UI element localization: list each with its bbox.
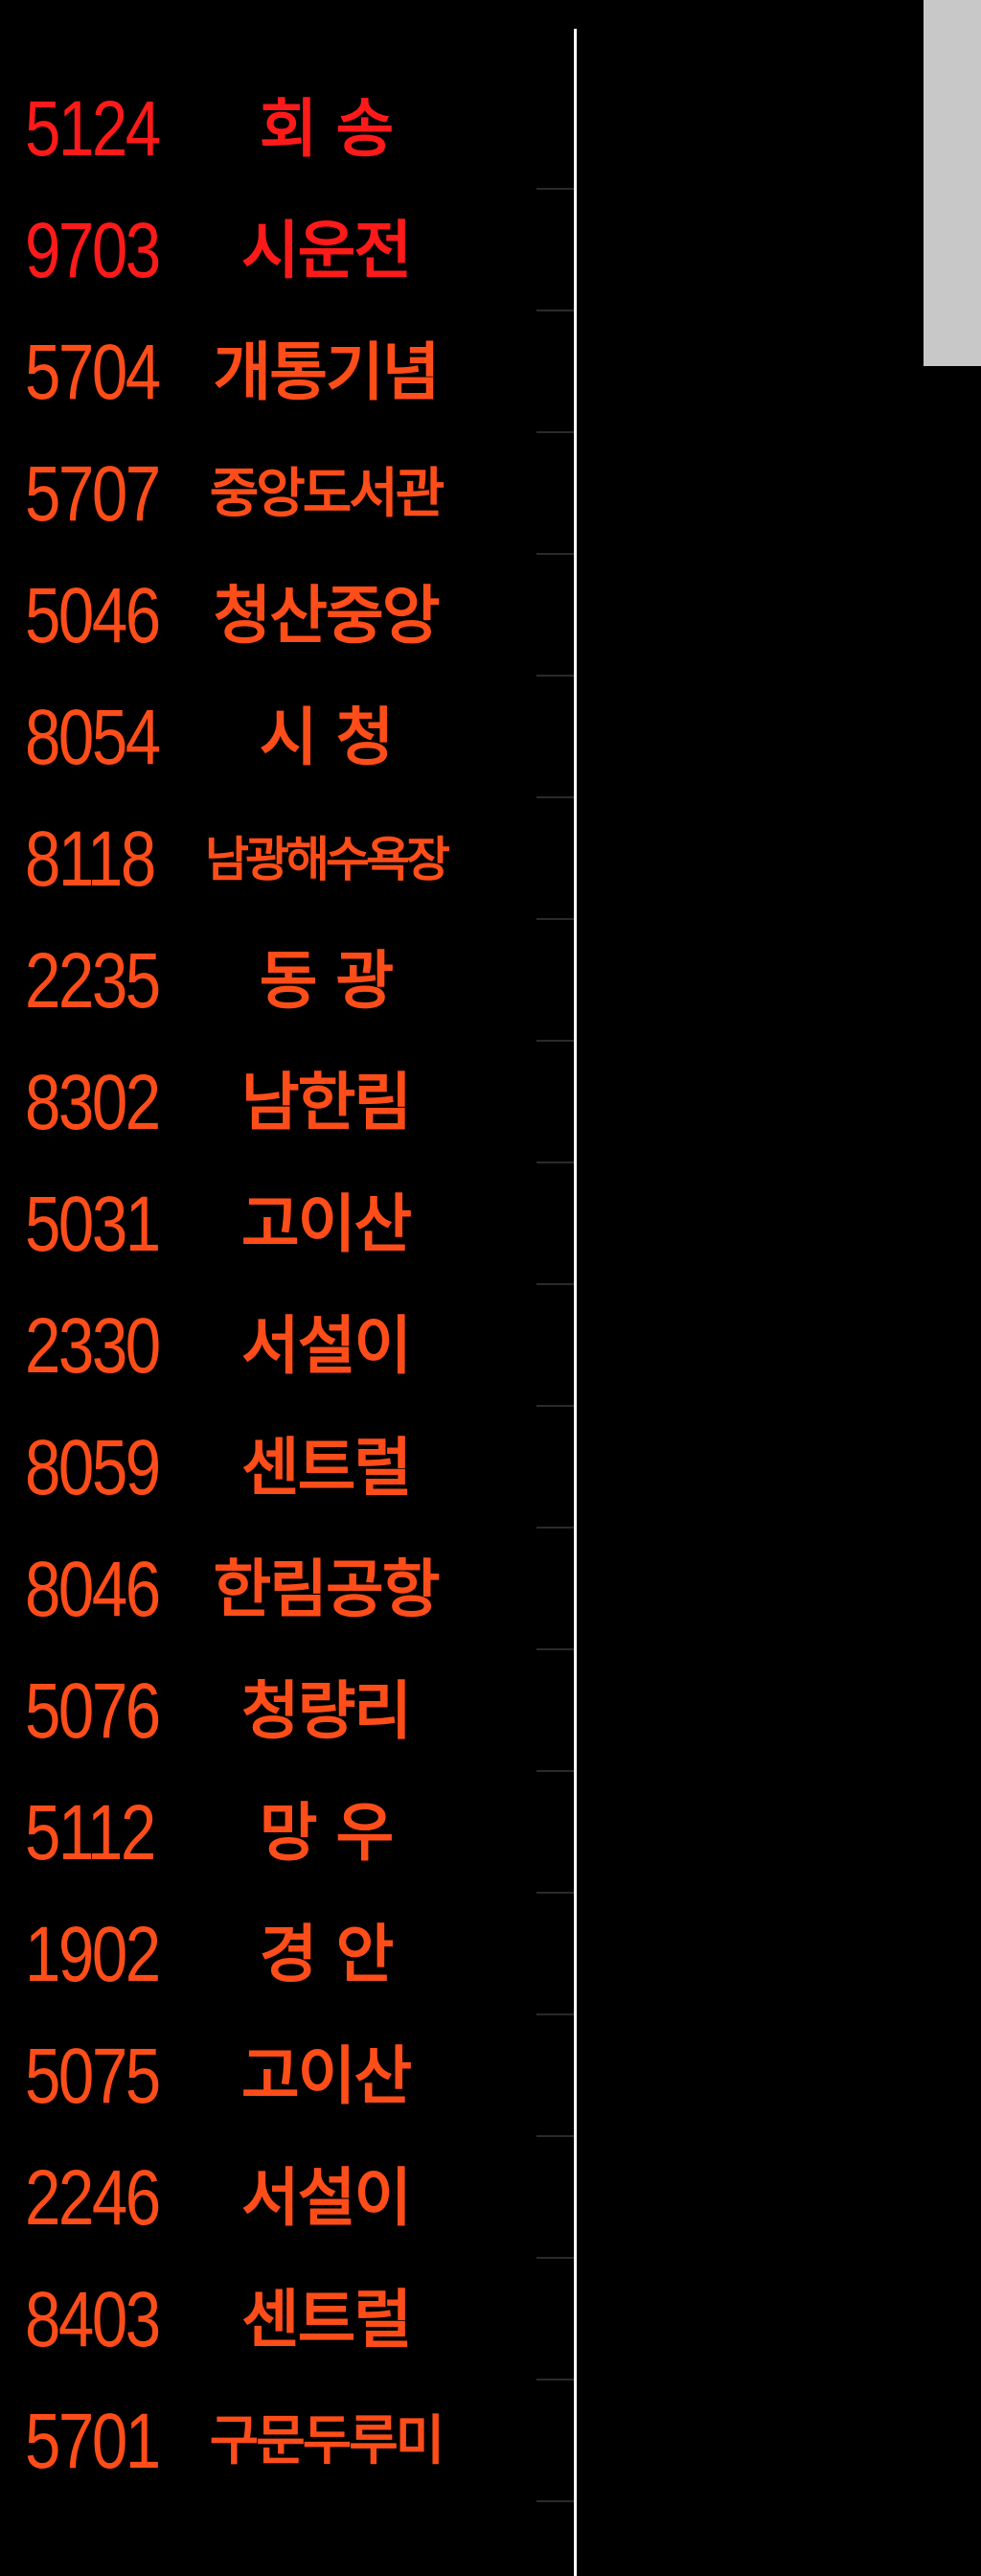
route-code: 2235	[25, 937, 161, 1024]
route-code: 5112	[25, 1789, 156, 1876]
row-separator	[536, 188, 574, 190]
route-destination: 망 우	[259, 1796, 394, 1870]
route-destination: 센트럴	[240, 1431, 412, 1505]
route-row[interactable]: 5707 중앙도서관	[0, 433, 574, 555]
route-code: 5124	[25, 85, 161, 172]
row-separator	[536, 675, 574, 677]
route-row[interactable]: 2246 서설이	[0, 2137, 574, 2259]
route-code: 5075	[25, 2033, 161, 2120]
scrollbar-track[interactable]	[924, 0, 981, 2576]
row-separator	[536, 1892, 574, 1894]
route-destination: 개통기념	[213, 335, 441, 409]
row-separator	[536, 2013, 574, 2015]
route-destination: 구문두루미	[209, 2410, 445, 2472]
row-separator	[536, 2379, 574, 2380]
route-code: 9703	[25, 207, 161, 294]
route-code: 5704	[25, 329, 161, 416]
route-code: 8054	[25, 694, 161, 781]
route-code: 8118	[25, 816, 156, 903]
route-code: 5707	[25, 450, 161, 538]
route-destination: 남광해수욕장	[205, 832, 450, 887]
route-code: 8046	[25, 1546, 161, 1633]
route-row[interactable]: 8046 한림공항	[0, 1529, 574, 1650]
route-row[interactable]: 5124 회 송	[0, 68, 574, 190]
route-destination: 고이산	[240, 1187, 412, 1261]
empty-panel	[577, 0, 924, 2576]
route-row[interactable]: 5704 개통기념	[0, 311, 574, 433]
route-row[interactable]: 5031 고이산	[0, 1163, 574, 1285]
route-destination: 청량리	[240, 1674, 412, 1748]
route-row[interactable]: 2235 동 광	[0, 920, 574, 1042]
row-separator	[536, 431, 574, 433]
route-row[interactable]: 8403 센트럴	[0, 2259, 574, 2380]
route-row[interactable]: 8118 남광해수욕장	[0, 798, 574, 920]
route-destination: 시운전	[240, 214, 412, 288]
route-row[interactable]: 9703 시운전	[0, 190, 574, 311]
route-row[interactable]: 2330 서설이	[0, 1285, 574, 1407]
row-separator	[536, 1648, 574, 1650]
route-destination: 청산중앙	[213, 579, 441, 653]
route-board: 5124 회 송 9703 시운전 5704 개통기념 5707 중앙도서관 5046 청산중앙 8…	[0, 68, 574, 2502]
route-code: 1902	[25, 1911, 161, 1998]
route-code: 5031	[25, 1181, 161, 1268]
route-destination: 동 광	[259, 944, 394, 1018]
route-destination: 남한림	[240, 1066, 412, 1139]
row-separator	[536, 1040, 574, 1042]
row-separator	[536, 918, 574, 920]
column-divider	[574, 29, 577, 2576]
route-row[interactable]: 5701 구문두루미	[0, 2380, 574, 2502]
route-row[interactable]: 8059 센트럴	[0, 1407, 574, 1529]
route-destination: 서설이	[240, 2161, 412, 2235]
route-row[interactable]: 8054 시 청	[0, 677, 574, 798]
route-row[interactable]: 5112 망 우	[0, 1772, 574, 1894]
row-separator	[536, 796, 574, 798]
route-row[interactable]: 5075 고이산	[0, 2015, 574, 2137]
row-separator	[536, 1770, 574, 1772]
route-code: 2246	[25, 2154, 161, 2242]
route-code: 8403	[25, 2276, 161, 2363]
route-code: 2330	[25, 1302, 161, 1390]
route-destination: 경 안	[259, 1918, 394, 1991]
route-code: 5046	[25, 572, 161, 659]
route-destination: 시 청	[259, 701, 394, 774]
route-destination: 센트럴	[240, 2283, 412, 2357]
route-row[interactable]: 1902 경 안	[0, 1894, 574, 2015]
row-separator	[536, 553, 574, 555]
route-row[interactable]: 5046 청산중앙	[0, 555, 574, 677]
row-separator	[536, 2500, 574, 2502]
route-destination: 서설이	[240, 1309, 412, 1383]
row-separator	[536, 2135, 574, 2137]
route-code: 5701	[25, 2398, 161, 2485]
route-destination: 중앙도서관	[209, 463, 445, 525]
row-separator	[536, 2257, 574, 2259]
row-separator	[536, 1162, 574, 1163]
route-code: 8059	[25, 1424, 161, 1511]
route-destination: 회 송	[259, 92, 394, 166]
row-separator	[536, 1527, 574, 1529]
route-destination: 고이산	[240, 2039, 412, 2113]
row-separator	[536, 1283, 574, 1285]
row-separator	[536, 310, 574, 311]
scrollbar-thumb[interactable]	[924, 0, 981, 366]
route-row[interactable]: 5076 청량리	[0, 1650, 574, 1772]
route-code: 5076	[25, 1668, 161, 1755]
route-code: 8302	[25, 1059, 161, 1146]
route-row[interactable]: 8302 남한림	[0, 1042, 574, 1163]
row-separator	[536, 1405, 574, 1407]
route-destination: 한림공항	[213, 1552, 441, 1626]
